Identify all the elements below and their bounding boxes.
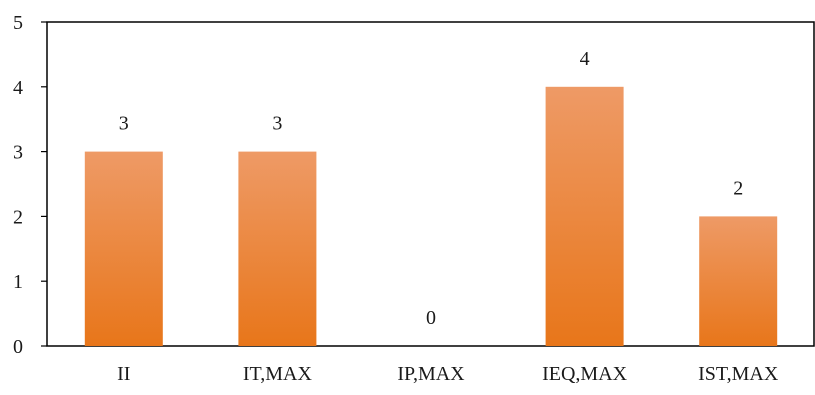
y-tick-label: 4 bbox=[13, 77, 23, 99]
data-label: 0 bbox=[426, 307, 436, 329]
bar-series bbox=[84, 86, 778, 347]
y-tick-label: 3 bbox=[13, 142, 23, 164]
x-tick-label: IST,MAX bbox=[698, 363, 779, 385]
x-tick-label: IEQ,MAX bbox=[542, 363, 628, 385]
y-tick-label: 5 bbox=[13, 12, 23, 34]
y-tick-label: 2 bbox=[13, 206, 23, 228]
data-labels: 3 3 0 4 2 bbox=[119, 48, 743, 329]
data-label: 3 bbox=[272, 113, 282, 135]
bar bbox=[545, 86, 624, 347]
bar bbox=[238, 151, 317, 346]
y-tick-label: 1 bbox=[13, 271, 23, 293]
bar bbox=[699, 216, 778, 346]
data-label: 2 bbox=[733, 177, 743, 199]
data-label: 4 bbox=[580, 48, 590, 70]
x-tick-label: IT,MAX bbox=[243, 363, 313, 385]
x-tick-label: IP,MAX bbox=[397, 363, 465, 385]
x-axis: II IT,MAX IP,MAX IEQ,MAX IST,MAX bbox=[117, 363, 779, 385]
data-label: 3 bbox=[119, 113, 129, 135]
x-tick-label: II bbox=[117, 363, 130, 385]
plot-area bbox=[46, 21, 815, 347]
y-tick-label: 0 bbox=[13, 336, 23, 358]
bar bbox=[84, 151, 163, 346]
y-axis: 0 1 2 3 4 5 bbox=[13, 12, 47, 358]
plot-frame bbox=[46, 21, 815, 347]
